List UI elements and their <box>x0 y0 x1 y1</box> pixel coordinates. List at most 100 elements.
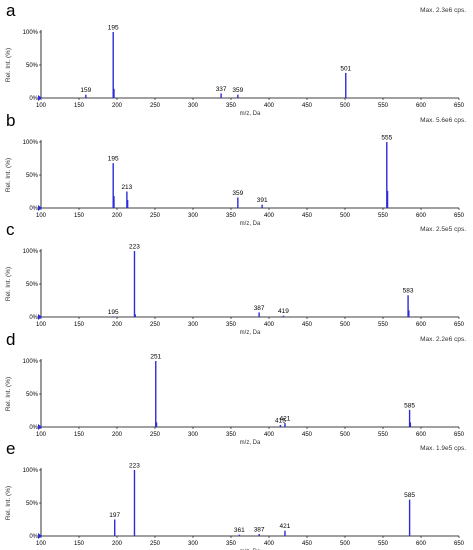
x-tick-label: 300 <box>188 322 199 328</box>
y-axis-label: Rel. Int. (%) <box>5 486 12 520</box>
max-intensity-title: Max. 1.9e5 cps. <box>420 445 466 452</box>
x-tick-label: 100 <box>36 541 47 547</box>
y-tick-label: 0% <box>29 206 38 212</box>
max-intensity-title: Max. 2.5e5 cps. <box>420 226 466 233</box>
max-intensity-title: Max. 2.2e6 cps. <box>420 336 466 343</box>
spectrum-panel-a: a Max. 2.3e6 cps. Rel. Int. (%) 0% 50% 100% 10… <box>5 1 466 117</box>
y-axis-label: Rel. Int. (%) <box>5 158 12 192</box>
x-tick-label: 400 <box>264 432 275 438</box>
x-tick-label: 650 <box>454 541 465 547</box>
peak-label: 421 <box>280 416 291 423</box>
x-tick-label: 400 <box>264 541 275 547</box>
x-tick-label: 500 <box>340 541 351 547</box>
peak-label: 501 <box>340 65 351 72</box>
x-tick-label: 350 <box>226 432 237 438</box>
x-tick-label: 600 <box>416 103 427 109</box>
x-tick-label: 100 <box>36 213 47 219</box>
peak-label: 195 <box>108 309 119 316</box>
x-tick-label: 300 <box>188 103 199 109</box>
axis-origin-marker <box>38 533 42 539</box>
y-tick-label: 50% <box>26 63 39 69</box>
peak-label: 223 <box>129 463 140 470</box>
peak-label: 387 <box>254 527 265 534</box>
x-tick-label: 350 <box>226 541 237 547</box>
y-tick-label: 0% <box>29 96 38 102</box>
x-tick-label: 100 <box>36 432 47 438</box>
x-axis-label: m/z, Da <box>240 221 261 227</box>
y-tick-label: 0% <box>29 534 38 540</box>
y-tick-label: 100% <box>23 359 39 365</box>
y-axis-label: Rel. Int. (%) <box>5 267 12 301</box>
x-tick-label: 550 <box>378 541 389 547</box>
x-tick-label: 300 <box>188 213 199 219</box>
x-axis-label: m/z, Da <box>240 330 261 336</box>
x-tick-label: 650 <box>454 213 465 219</box>
x-tick-label: 350 <box>226 103 237 109</box>
x-tick-label: 150 <box>74 432 85 438</box>
peak-label: 359 <box>232 87 243 94</box>
peak-label: 583 <box>403 288 414 295</box>
max-intensity-title: Max. 5.6e6 cps. <box>420 117 466 124</box>
x-tick-label: 500 <box>340 213 351 219</box>
x-tick-label: 450 <box>302 213 313 219</box>
peak-label: 421 <box>280 523 291 530</box>
x-tick-label: 200 <box>112 432 123 438</box>
x-tick-label: 650 <box>454 322 465 328</box>
x-tick-label: 650 <box>454 103 465 109</box>
x-tick-label: 450 <box>302 541 313 547</box>
axis-origin-marker <box>38 424 42 430</box>
spectrum-panel-b: b Max. 5.6e6 cps. Rel. Int. (%) 0% 50% 100% 10… <box>5 111 466 227</box>
y-tick-label: 50% <box>26 392 39 398</box>
panel-label: d <box>6 330 15 349</box>
x-tick-label: 600 <box>416 213 427 219</box>
panel-label: e <box>6 439 15 458</box>
spectrum-panel-d: d Max. 2.2e6 cps. Rel. Int. (%) 0% 50% 100% 10… <box>5 330 466 446</box>
x-tick-label: 200 <box>112 541 123 547</box>
x-tick-label: 200 <box>112 213 123 219</box>
x-tick-label: 650 <box>454 432 465 438</box>
peak-label: 555 <box>381 135 392 142</box>
x-axis-label: m/z, Da <box>240 440 261 446</box>
x-tick-label: 550 <box>378 213 389 219</box>
y-tick-label: 0% <box>29 315 38 321</box>
x-tick-label: 350 <box>226 213 237 219</box>
x-tick-label: 550 <box>378 103 389 109</box>
x-axis-label: m/z, Da <box>240 111 261 117</box>
peak-label: 159 <box>80 87 91 94</box>
panel-label: b <box>6 111 15 130</box>
x-tick-label: 250 <box>150 541 161 547</box>
y-tick-label: 100% <box>23 30 39 36</box>
peak-label: 419 <box>278 308 289 315</box>
x-tick-label: 500 <box>340 103 351 109</box>
x-tick-label: 400 <box>264 322 275 328</box>
y-tick-label: 100% <box>23 140 39 146</box>
x-tick-label: 400 <box>264 103 275 109</box>
panel-label: c <box>6 220 15 239</box>
x-tick-label: 250 <box>150 103 161 109</box>
y-tick-label: 50% <box>26 282 39 288</box>
axis-origin-marker <box>38 95 42 101</box>
peak-label: 213 <box>121 184 132 191</box>
peak-label: 223 <box>129 244 140 251</box>
x-tick-label: 450 <box>302 432 313 438</box>
x-tick-label: 100 <box>36 322 47 328</box>
spectrum-panel-c: c Max. 2.5e5 cps. Rel. Int. (%) 0% 50% 100% 10… <box>5 220 466 336</box>
peak-label: 361 <box>234 527 245 534</box>
peak-label: 195 <box>108 25 119 32</box>
peak-label: 337 <box>216 86 227 93</box>
x-tick-label: 550 <box>378 322 389 328</box>
peak-label: 197 <box>109 512 120 519</box>
x-tick-label: 250 <box>150 213 161 219</box>
x-tick-label: 200 <box>112 322 123 328</box>
peak-label: 415 <box>275 418 286 425</box>
y-axis-label: Rel. Int. (%) <box>5 377 12 411</box>
x-tick-label: 550 <box>378 432 389 438</box>
x-tick-label: 450 <box>302 103 313 109</box>
peak-label: 387 <box>254 305 265 312</box>
y-axis-label: Rel. Int. (%) <box>5 48 12 82</box>
x-tick-label: 100 <box>36 103 47 109</box>
spectrum-panel-e: e Max. 1.9e5 cps. Rel. Int. (%) 0% 50% 100% 10… <box>5 439 466 550</box>
peak-label: 195 <box>108 156 119 163</box>
x-tick-label: 150 <box>74 322 85 328</box>
